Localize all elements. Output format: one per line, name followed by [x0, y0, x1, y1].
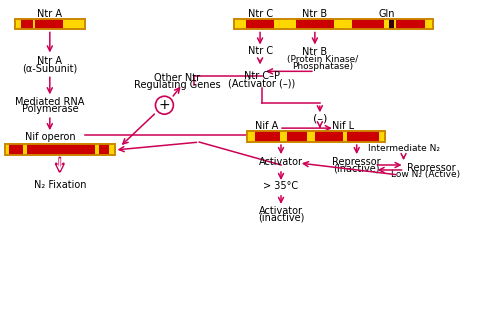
Bar — [98, 144, 109, 155]
Text: Nif L: Nif L — [332, 121, 354, 131]
Text: Activator: Activator — [259, 157, 303, 167]
Bar — [15, 19, 85, 30]
Text: +: + — [159, 98, 170, 112]
Text: (Inactive): (Inactive) — [334, 164, 380, 174]
Bar — [255, 131, 280, 142]
Bar — [35, 19, 63, 30]
Bar — [27, 144, 95, 155]
Text: Low N₂ (Active): Low N₂ (Active) — [391, 170, 460, 179]
Text: Ntr C: Ntr C — [248, 8, 272, 19]
Bar — [247, 131, 385, 142]
Bar — [315, 131, 343, 142]
Text: Ntr C: Ntr C — [248, 46, 272, 57]
Bar — [287, 131, 307, 142]
Text: (α-Subunit): (α-Subunit) — [22, 63, 77, 73]
Text: Other Ntr: Other Ntr — [154, 73, 200, 83]
Text: Ntr B: Ntr B — [302, 47, 327, 58]
Text: Activator: Activator — [259, 206, 303, 216]
Text: (Protein Kinase/: (Protein Kinase/ — [287, 55, 358, 64]
Text: Nif operon: Nif operon — [24, 132, 75, 142]
Bar — [247, 131, 385, 142]
Text: Ntr A: Ntr A — [37, 56, 62, 66]
Bar — [21, 19, 33, 30]
Bar — [347, 131, 379, 142]
Text: (inactive): (inactive) — [258, 213, 304, 223]
Text: Polymerase: Polymerase — [22, 104, 78, 114]
Text: Repressor: Repressor — [407, 163, 455, 173]
Text: (–): (–) — [313, 113, 327, 123]
Bar — [9, 144, 23, 155]
Text: N₂ Fixation: N₂ Fixation — [33, 180, 86, 190]
Text: Ntr C–P: Ntr C–P — [244, 71, 280, 81]
Text: > 35°C: > 35°C — [263, 181, 299, 191]
Bar — [15, 19, 85, 30]
Text: Mediated RNA: Mediated RNA — [15, 97, 85, 107]
Text: Ntr B: Ntr B — [302, 8, 327, 19]
Bar — [396, 19, 425, 30]
Bar — [352, 19, 384, 30]
Text: Nif A: Nif A — [255, 121, 279, 131]
Text: Repressor: Repressor — [332, 157, 381, 167]
Bar — [286, 19, 294, 30]
Text: Gln: Gln — [379, 8, 395, 19]
Text: (Activator (–)): (Activator (–)) — [228, 78, 296, 88]
Bar — [234, 19, 434, 30]
Text: Regulating Genes: Regulating Genes — [134, 80, 221, 90]
Bar — [246, 19, 274, 30]
Text: Phosphatase): Phosphatase) — [292, 62, 353, 71]
Bar — [296, 19, 334, 30]
Bar — [389, 19, 393, 30]
Text: Intermediate N₂: Intermediate N₂ — [368, 144, 440, 152]
Bar — [5, 144, 115, 155]
Bar — [5, 144, 115, 155]
Text: Ntr A: Ntr A — [37, 8, 62, 19]
Bar — [234, 19, 434, 30]
Bar — [342, 19, 350, 30]
